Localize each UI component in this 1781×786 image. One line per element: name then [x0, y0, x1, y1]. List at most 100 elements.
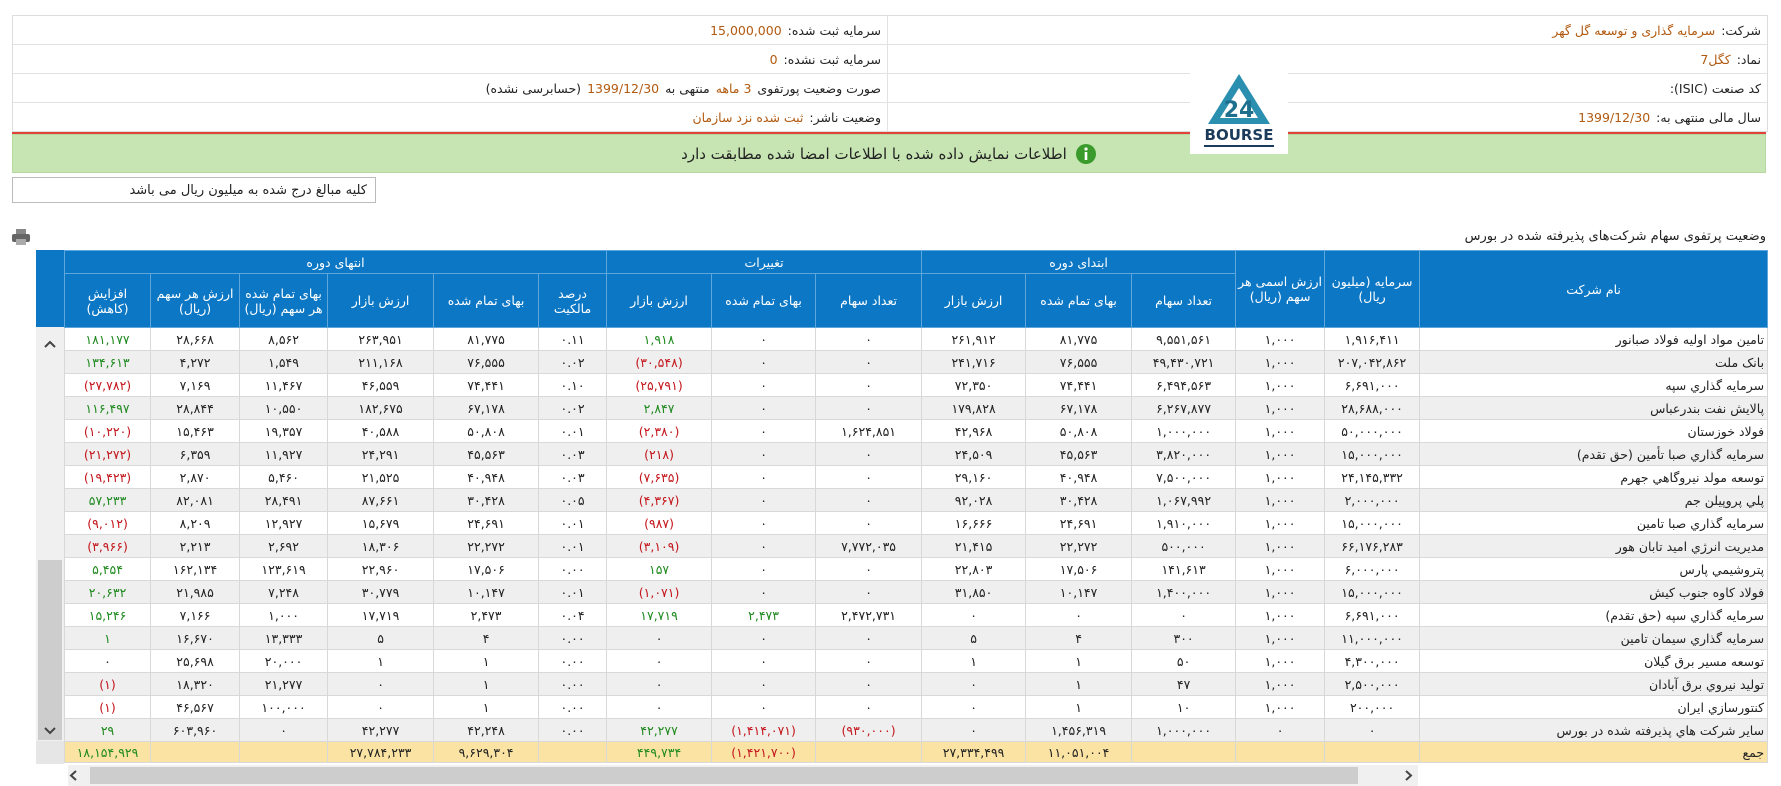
cell: ۰.۰۱ — [538, 419, 608, 443]
cell: ۱,۰۰۰ — [1235, 396, 1326, 420]
cell: ۶۷,۱۷۸ — [433, 396, 540, 420]
cell: ۷۴,۴۴۱ — [1025, 373, 1133, 397]
info-cell: سرمایه ثبت نشده: 0 — [13, 45, 887, 73]
cell: ۱,۰۰۰ — [239, 603, 329, 627]
cell: ۲۴,۶۹۱ — [1025, 511, 1133, 535]
cell: (۹۳۰,۰۰۰) — [815, 718, 923, 742]
cell: ۳۰۰ — [1131, 626, 1237, 650]
cell: ۰ — [711, 580, 817, 604]
cell: ۱۵,۲۴۶ — [63, 603, 152, 627]
cell: (۷,۶۳۵) — [606, 465, 713, 489]
cell: ۱۵۷ — [606, 557, 713, 581]
label: سال مالی منتهی به: — [1656, 109, 1761, 125]
total-cell — [538, 741, 608, 763]
cell: ۲۲,۹۶۰ — [327, 557, 435, 581]
cell: ۲,۲۱۳ — [150, 534, 241, 558]
horizontal-scrollbar[interactable] — [68, 765, 1418, 786]
cell: ۷۲,۳۵۰ — [921, 373, 1027, 397]
cell: ۵۷,۲۳۳ — [63, 488, 152, 512]
cell: ۰ — [606, 695, 713, 719]
info-row: سال مالی منتهی به: 1399/12/30 وضعیت ناشر:… — [13, 103, 1767, 131]
vertical-scrollbar[interactable] — [36, 250, 64, 764]
column-header: نام شرکت — [1419, 250, 1769, 328]
cell: ۱۵,۰۰۰,۰۰۰ — [1324, 511, 1421, 535]
cell: ۰ — [711, 373, 817, 397]
cell: ۰ — [711, 488, 817, 512]
cell: ۴,۳۰۰,۰۰۰ — [1324, 649, 1421, 673]
cell: ۲,۶۹۲ — [239, 534, 329, 558]
cell: ۰ — [921, 718, 1027, 742]
cell: ۶,۳۵۹ — [150, 442, 241, 466]
cell: ۲۴,۲۹۱ — [327, 442, 435, 466]
cell: ۱,۰۰۰ — [1235, 350, 1326, 374]
cell: ۰ — [815, 557, 923, 581]
cell: (۱,۰۷۱) — [606, 580, 713, 604]
company-name: توسعه مسير برق گيلان — [1419, 649, 1769, 673]
column-header: بهای تمام شده — [1025, 273, 1133, 328]
table-row: سرمايه گذاري سپه (حق تقدم) ۶,۶۹۱,۰۰۰ ۱,۰۰۰… — [63, 603, 1769, 627]
cell: ۰ — [815, 465, 923, 489]
total-cell: (۱,۴۲۱,۷۰۰) — [711, 741, 817, 763]
cell: ۲۰۷,۰۴۲,۸۶۲ — [1324, 350, 1421, 374]
company-name: سرمايه گذاري سيمان تامين — [1419, 626, 1769, 650]
column-header: ارزش اسمی هر سهم (ریال) — [1235, 250, 1326, 328]
cell: ۰ — [711, 327, 817, 351]
total-cell: ۱۸,۱۵۴,۹۲۹ — [63, 741, 152, 763]
total-cell: ۴۴۹,۷۳۴ — [606, 741, 713, 763]
cell: ۵۰۰,۰۰۰ — [1131, 534, 1237, 558]
info-cell: صورت وضعیت پورتفوی 3 ماهه منتهی به 1399/12/… — [13, 74, 887, 102]
cell: ۴۰,۵۸۸ — [327, 419, 435, 443]
cell: ۲۴,۵۰۹ — [921, 442, 1027, 466]
cell: ۰ — [711, 442, 817, 466]
cell: ۷,۱۶۶ — [150, 603, 241, 627]
info-cell: وضعیت ناشر: ثبت شده نزد سازمان — [13, 103, 887, 131]
column-header: ارزش هر سهم (ریال) — [150, 273, 241, 328]
table-row: پلي پروپيلن جم ۲,۰۰۰,۰۰۰ ۱,۰۰۰ ۱,۰۶۷,۹۹۲ ۳۰,… — [63, 488, 1769, 512]
portfolio-table: نام شرکت سرمایه (میلیون ریال) ارزش اسمی هر… — [63, 250, 1769, 763]
cell: ۱۰ — [1131, 695, 1237, 719]
cell: ۰ — [815, 511, 923, 535]
cell: ۴ — [433, 626, 540, 650]
info-cell: سرمایه ثبت شده: 15,000,000 — [13, 16, 887, 44]
cell: ۱,۰۰۰ — [1235, 603, 1326, 627]
cell: ۳۰,۴۲۸ — [433, 488, 540, 512]
total-cell — [1131, 741, 1237, 763]
label: (حسابرسی نشده) — [485, 80, 582, 96]
total-cell — [815, 741, 923, 763]
cell: ۰.۰۲ — [538, 396, 608, 420]
cell: ۰.۱۱ — [538, 327, 608, 351]
cell: ۲,۸۴۷ — [606, 396, 713, 420]
cell: ۲۹ — [63, 718, 152, 742]
cell: ۰.۰۳ — [538, 442, 608, 466]
cell: ۰ — [1025, 603, 1133, 627]
cell: ۱۷,۵۰۶ — [1025, 557, 1133, 581]
cell: ۰ — [63, 649, 152, 673]
cell: ۴۹,۴۳۰,۷۲۱ — [1131, 350, 1237, 374]
cell: ۷,۷۷۲,۰۳۵ — [815, 534, 923, 558]
cell: (۲۱,۲۷۲) — [63, 442, 152, 466]
cell: ۰ — [606, 649, 713, 673]
print-button[interactable] — [11, 228, 31, 246]
cell: ۱,۰۰۰ — [1235, 419, 1326, 443]
cell: ۲۲,۸۰۳ — [921, 557, 1027, 581]
cell: ۵۰,۸۰۸ — [433, 419, 540, 443]
table-row: ساير شرکت هاي پذيرفته شده در بورس ۰ ۰ ۱,۰۰۰… — [63, 718, 1769, 742]
banner: اطلاعات نمایش داده شده با اطلاعات امضا ش… — [12, 134, 1766, 173]
cell: ۰ — [815, 373, 923, 397]
cell: ۰ — [711, 649, 817, 673]
column-header: ارزش بازار — [606, 273, 713, 328]
cell: ۷۴,۴۴۱ — [433, 373, 540, 397]
cell: ۱,۰۰۰ — [1235, 442, 1326, 466]
cell: ۱,۹۱۰,۰۰۰ — [1131, 511, 1237, 535]
cell: ۰ — [1131, 603, 1237, 627]
header-row: نام شرکت سرمایه (میلیون ریال) ارزش اسمی هر… — [63, 250, 1769, 328]
cell: ۲,۴۷۳ — [711, 603, 817, 627]
info-cell: نماد: کگل7 — [887, 45, 1767, 73]
label: نماد: — [1736, 51, 1761, 67]
cell: ۱,۰۰۰ — [1235, 373, 1326, 397]
cell: ۰.۰۰ — [538, 626, 608, 650]
group-header: انتهای دوره — [63, 250, 608, 274]
cell: ۸۷,۶۶۱ — [327, 488, 435, 512]
cell: ۷۶,۵۵۵ — [1025, 350, 1133, 374]
